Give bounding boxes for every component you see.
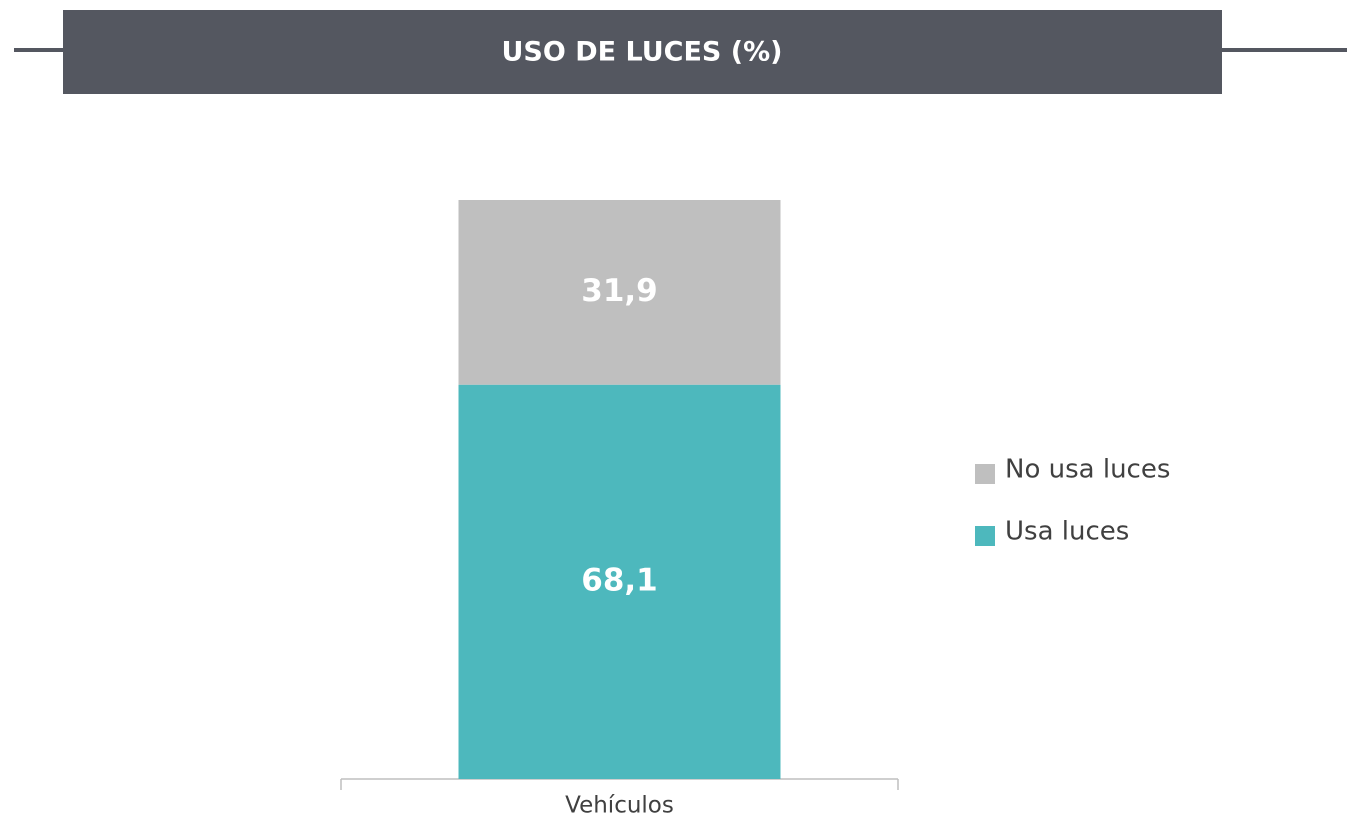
category-axis (340, 778, 899, 790)
chart-title: USO DE LUCES (%) (502, 37, 783, 68)
title-rule-right (1222, 48, 1347, 52)
title-rule-left (14, 48, 63, 52)
value-label: 31,9 (581, 273, 658, 309)
title-banner (63, 10, 1222, 94)
value-label: 68,1 (581, 562, 658, 598)
legend-swatch (975, 526, 995, 546)
legend-label: Usa luces (1005, 517, 1129, 547)
bar-segment (458, 384, 781, 779)
x-tick-label: Vehículos (565, 793, 674, 819)
legend-label: No usa luces (1005, 455, 1170, 485)
bar-segment (458, 200, 781, 385)
legend-swatch (975, 464, 995, 484)
